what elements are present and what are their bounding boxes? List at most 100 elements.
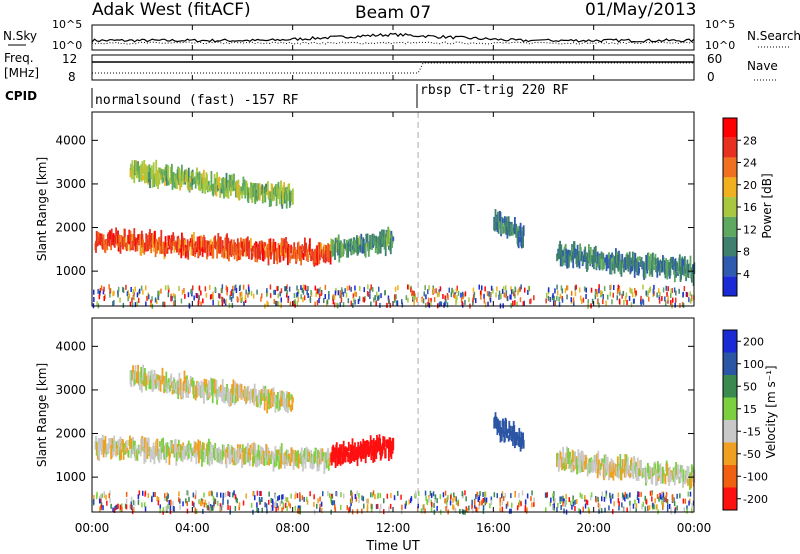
scatter-cell (313, 494, 315, 500)
scatter-cell (484, 302, 487, 308)
echo-cell (607, 254, 610, 269)
scatter-cell (356, 490, 358, 496)
echo-cell (366, 233, 369, 243)
scatter-cell (505, 290, 508, 296)
scatter-cell (350, 286, 352, 292)
scatter-cell (328, 291, 330, 296)
echo-cell (376, 237, 378, 249)
scatter-cell (306, 499, 309, 505)
scatter-cell (367, 498, 369, 504)
echo-cell (571, 464, 573, 472)
echo-cell (159, 240, 162, 254)
scatter-cell (193, 502, 195, 508)
scatter-cell (335, 491, 337, 497)
scatter-cell (369, 288, 371, 294)
scatter-cell (169, 505, 172, 511)
scatter-cell (446, 302, 449, 308)
echo-cell (384, 240, 387, 257)
scatter-cell (284, 502, 287, 508)
echo-cell (342, 244, 345, 255)
cpid-row: CPID normalsound (fast) -157 RF rbsp CT-… (5, 83, 569, 108)
echo-cell (291, 396, 294, 410)
scatter-cell (434, 494, 437, 500)
scatter-cell (306, 289, 308, 295)
scatter-cell (611, 299, 613, 305)
scatter-cell (579, 492, 582, 498)
echo-cell (387, 226, 390, 245)
scatter-cell (264, 502, 266, 508)
scatter-cell (162, 301, 164, 307)
echo-cell (361, 245, 364, 254)
scatter-cell (428, 497, 430, 503)
scatter-cell (280, 297, 282, 303)
echo-cell (144, 437, 146, 453)
scatter-cell (376, 503, 379, 509)
scatter-cell (259, 499, 262, 505)
echo-cell (252, 449, 255, 466)
nave-label: Nave (747, 59, 778, 73)
echo-cell (272, 238, 275, 251)
scatter-cell (547, 287, 550, 293)
scatter-cell (600, 508, 603, 514)
scatter-cell (296, 301, 299, 306)
echo-cell (605, 454, 607, 466)
echo-cell (224, 237, 227, 254)
scatter-cell (242, 500, 245, 506)
echo-cell (269, 454, 272, 460)
scatter-cell (170, 296, 172, 301)
echo-cell (383, 236, 386, 250)
echo-cell (606, 456, 609, 467)
echo-cell (666, 463, 669, 474)
scatter-cell (672, 497, 674, 503)
scatter-cell (350, 300, 352, 306)
echo-cell (139, 372, 141, 390)
scatter-cell (518, 499, 521, 505)
scatter-cell (455, 496, 457, 502)
echo-cell (279, 249, 282, 263)
echo-cell (158, 178, 161, 185)
echo-cell (517, 435, 519, 441)
echo-cell (638, 256, 641, 261)
scatter-cell (362, 296, 364, 302)
scatter-cell (471, 504, 473, 510)
scatter-cell (131, 505, 133, 511)
echo-cell (366, 243, 368, 248)
echo-cell (561, 254, 563, 267)
scatter-cell (553, 300, 555, 306)
scatter-cell (276, 286, 278, 292)
scatter-cell (594, 294, 597, 300)
echo-cell (221, 240, 223, 258)
scatter-cell (653, 504, 655, 510)
echo-cell (132, 365, 134, 380)
echo-cell (194, 442, 197, 452)
scatter-cell (422, 508, 424, 514)
scatter-cell (333, 302, 336, 308)
nsearch-tick-high: 10^5 (705, 18, 735, 31)
scatter-cell (413, 298, 415, 303)
echo-cell (676, 262, 679, 272)
echo-cell (140, 240, 143, 256)
scatter-cell (597, 496, 599, 502)
scatter-cell (574, 506, 576, 511)
scatter-cell (466, 508, 469, 513)
echo-cell (239, 249, 242, 260)
scatter-cell (194, 507, 197, 513)
echo-cell (162, 377, 164, 385)
scatter-cell (151, 497, 153, 503)
scatter-cell (430, 297, 432, 303)
echo-cell (496, 214, 499, 233)
scatter-cell (640, 300, 642, 306)
scatter-cell (648, 296, 650, 302)
scatter-cell (509, 294, 511, 300)
echo-cell (189, 182, 192, 187)
echo-cell (130, 438, 133, 449)
echo-cell (190, 171, 193, 180)
scatter-cell (418, 491, 420, 496)
echo-cell (576, 458, 579, 474)
echo-cell (273, 458, 276, 468)
scatter-cell (423, 504, 425, 510)
echo-cell (267, 181, 269, 195)
power-colorbar-swatch (723, 137, 737, 158)
echo-cell (234, 381, 237, 394)
scatter-cell (191, 291, 193, 297)
